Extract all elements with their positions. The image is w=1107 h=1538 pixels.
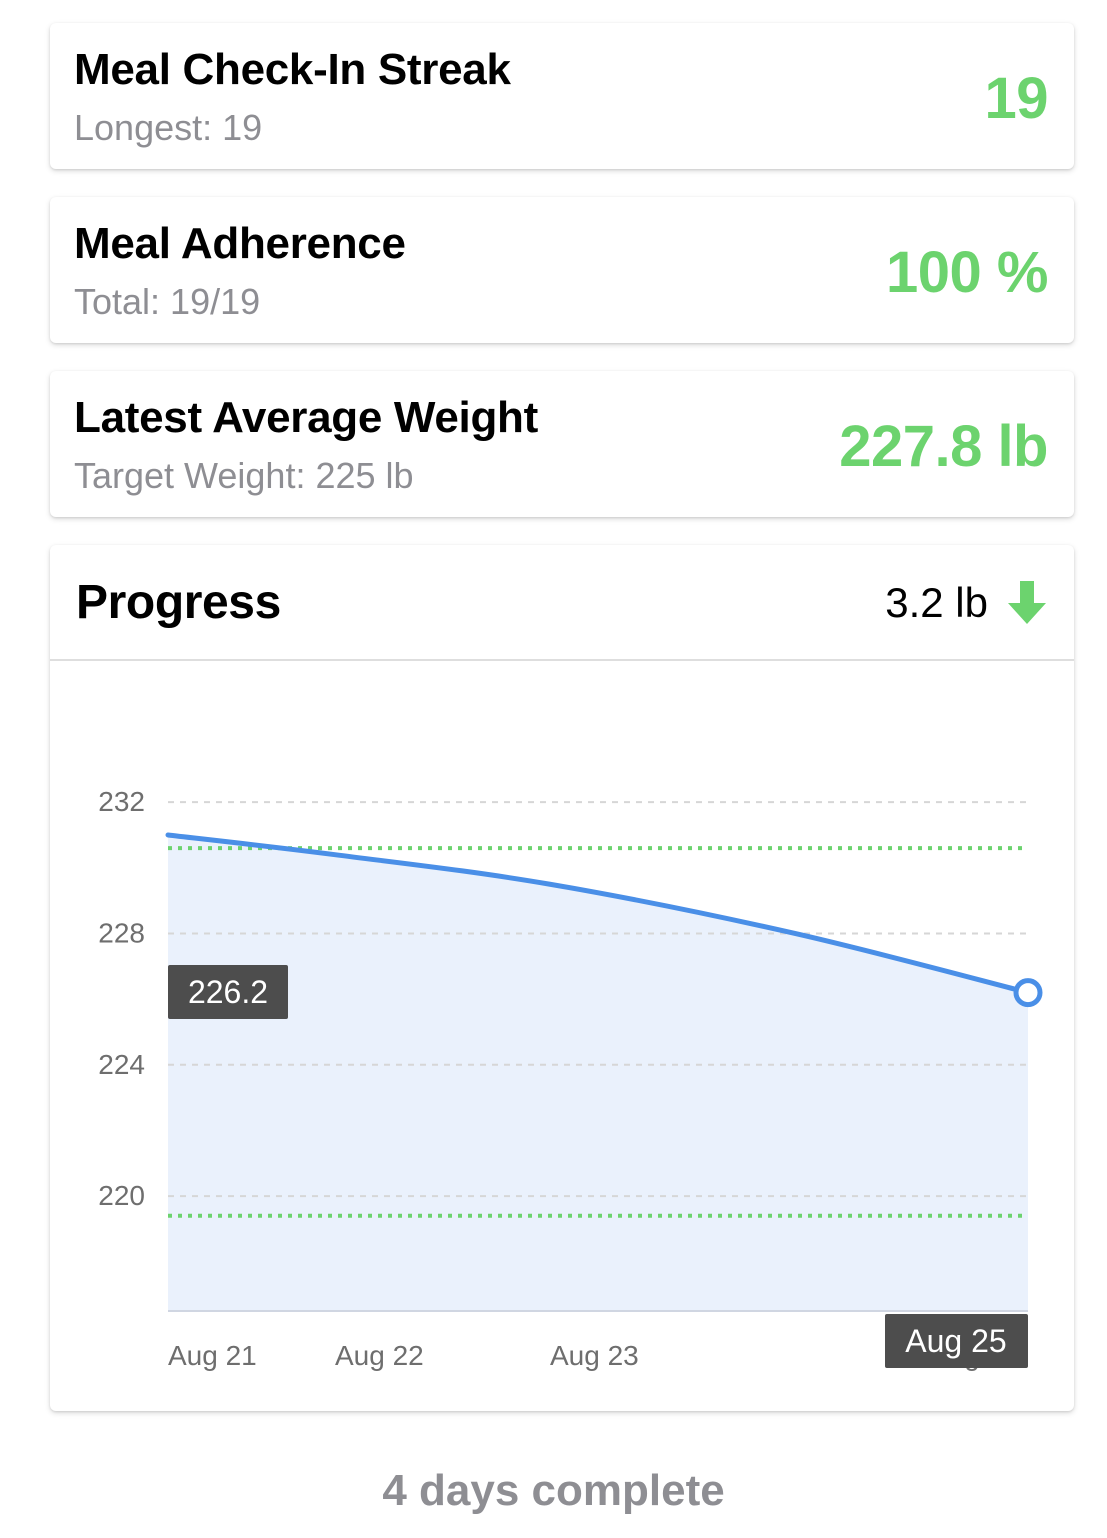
progress-divider: [50, 659, 1074, 661]
days-complete-label: 4 days complete: [382, 1466, 725, 1515]
weight-card[interactable]: Latest Average Weight Target Weight: 225…: [50, 371, 1074, 517]
value-tooltip-label: 226.2: [188, 974, 268, 1010]
chart-area-fill: [168, 834, 1028, 1311]
adherence-value: 100 %: [886, 240, 1048, 305]
adherence-total: Total: 19/19: [74, 281, 261, 322]
adherence-title: Meal Adherence: [74, 219, 406, 268]
adherence-card[interactable]: Meal Adherence Total: 19/19 100 %: [50, 197, 1074, 343]
selected-point[interactable]: [1013, 978, 1043, 1008]
progress-chart[interactable]: 232 228 224 220 Aug 21 Aug 22 Aug 23 Aug 25 226.…: [50, 661, 1074, 1411]
y-tick-label: 224: [98, 1049, 145, 1080]
x-tick-label: Aug 21: [168, 1340, 257, 1371]
progress-card: Progress 3.2 lb 232 228 224 220 Aug 21 Aug 22…: [50, 545, 1074, 1411]
streak-card[interactable]: Meal Check-In Streak Longest: 19 19: [50, 23, 1074, 169]
weight-title: Latest Average Weight: [74, 393, 538, 442]
x-tick-label: Aug 23: [550, 1340, 639, 1371]
streak-title: Meal Check-In Streak: [74, 45, 511, 94]
date-tooltip-box: [885, 1314, 1028, 1368]
y-tick-label: 220: [98, 1180, 145, 1211]
weight-value: 227.8 lb: [839, 414, 1048, 479]
arrow-down-icon: [1008, 581, 1046, 624]
weight-series-line: [165, 832, 1031, 996]
progress-delta: 3.2 lb: [885, 579, 988, 626]
y-tick-label: 232: [98, 786, 145, 817]
value-tooltip-box: [168, 965, 288, 1019]
date-tooltip-label: Aug 25: [905, 1323, 1006, 1359]
streak-longest: Longest: 19: [74, 107, 263, 148]
streak-value: 19: [984, 66, 1048, 131]
y-tick-label: 228: [98, 917, 145, 948]
progress-title: Progress: [76, 576, 281, 629]
x-tick-label: Aug 22: [335, 1340, 424, 1371]
weight-target: Target Weight: 225 lb: [74, 455, 414, 496]
